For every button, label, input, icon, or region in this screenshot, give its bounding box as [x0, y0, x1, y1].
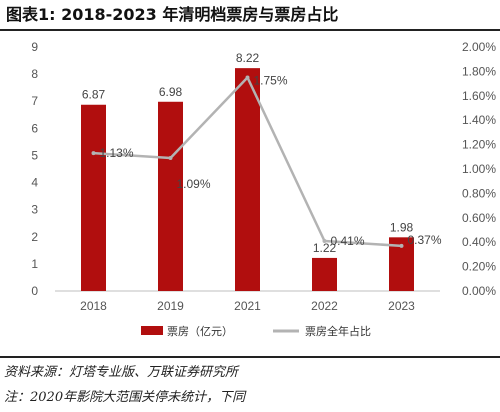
line-point	[245, 75, 250, 80]
line-series: 1.13% 1.09% 1.75% 0.41% 0.37%	[91, 74, 442, 248]
legend-bar-label: 票房（亿元）	[167, 325, 233, 338]
left-y-axis: 0 1 2 3 4 5 6 7 8 9	[31, 40, 38, 298]
footer-divider	[0, 356, 500, 358]
right-axis-tick: 2.00%	[462, 40, 496, 54]
right-axis-tick: 1.60%	[462, 89, 496, 103]
right-axis-tick: 0.00%	[462, 284, 496, 298]
left-axis-tick: 4	[31, 176, 38, 190]
line-value-label: 1.13%	[100, 146, 134, 160]
left-axis-tick: 1	[31, 257, 38, 271]
bar	[312, 257, 337, 291]
line-value-label: 1.75%	[254, 74, 288, 88]
right-y-axis: 0.00% 0.20% 0.40% 0.60% 0.80% 1.00% 1.20% 1.40%…	[462, 40, 496, 298]
left-axis-tick: 7	[31, 94, 38, 108]
x-axis-ticks: 2018 2019 2021 2022 2023	[80, 299, 415, 313]
right-axis-tick: 1.20%	[462, 138, 496, 152]
left-axis-tick: 0	[31, 284, 38, 298]
combo-chart: 0 1 2 3 4 5 6 7 8 9 0.00% 0.20% 0.40% 0.60% 0.80% 1.00…	[31, 40, 496, 338]
left-axis-tick: 6	[31, 121, 38, 135]
line-point	[91, 151, 96, 156]
left-axis-tick: 8	[31, 67, 38, 81]
right-axis-tick: 1.00%	[462, 162, 496, 176]
bar-value-label: 6.98	[159, 85, 183, 99]
left-axis-tick: 9	[31, 40, 38, 54]
left-axis-tick: 3	[31, 203, 38, 217]
bar-value-label: 1.22	[313, 241, 337, 255]
left-axis-tick: 5	[31, 148, 38, 162]
line-point	[168, 156, 173, 161]
line-point	[322, 238, 327, 243]
line-value-label: 0.37%	[408, 233, 442, 247]
line-point	[399, 243, 404, 248]
left-axis-tick: 2	[31, 230, 38, 244]
right-axis-tick: 1.80%	[462, 64, 496, 78]
footnote: 注：2020年影院大范围关停未统计，下同	[4, 390, 246, 405]
right-axis-tick: 1.40%	[462, 113, 496, 127]
bar	[81, 104, 106, 291]
bar	[235, 68, 260, 291]
right-axis-tick: 0.60%	[462, 211, 496, 225]
source-note: 资料来源：灯塔专业版、万联证券研究所	[4, 365, 239, 380]
x-axis-tick: 2021	[234, 299, 261, 313]
legend-bar-swatch	[141, 326, 163, 335]
legend-line-label: 票房全年占比	[305, 324, 371, 338]
legend: 票房（亿元） 票房全年占比	[141, 324, 371, 338]
right-axis-tick: 0.80%	[462, 186, 496, 200]
x-axis-tick: 2022	[311, 299, 338, 313]
bar-value-label: 1.98	[390, 220, 414, 234]
chart-title: 图表1: 2018-2023 年清明档票房与票房占比	[6, 5, 339, 24]
title-divider	[0, 29, 500, 31]
x-axis-tick: 2023	[388, 299, 415, 313]
x-axis-tick: 2018	[80, 299, 107, 313]
bar-series: 6.87 6.98 8.22 1.22 1.98	[81, 51, 414, 292]
x-axis-tick: 2019	[157, 299, 184, 313]
line-value-label: 1.09%	[177, 177, 211, 191]
line-value-label: 0.41%	[331, 234, 365, 248]
bar-value-label: 6.87	[82, 88, 106, 102]
bar-value-label: 8.22	[236, 51, 260, 65]
bar	[158, 101, 183, 292]
right-axis-tick: 0.40%	[462, 235, 496, 249]
right-axis-tick: 0.20%	[462, 260, 496, 274]
